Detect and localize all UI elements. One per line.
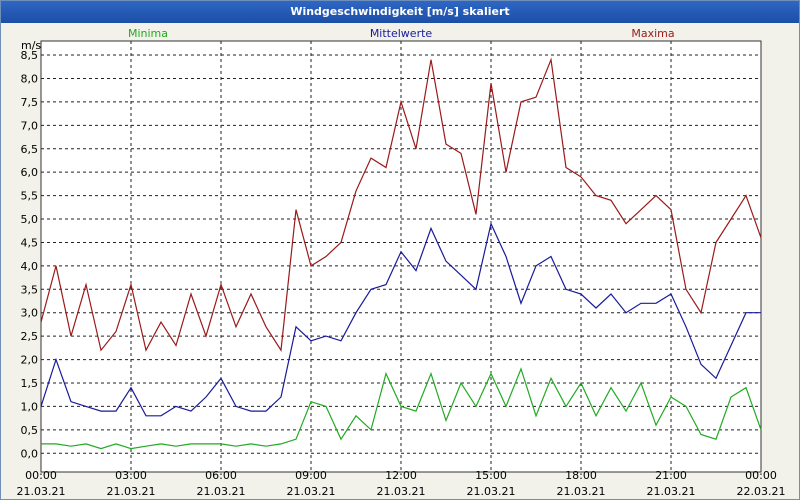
legend: Minima Mittelwerte Maxima bbox=[128, 27, 675, 40]
y-axis-label: m/s bbox=[21, 39, 41, 52]
grid bbox=[41, 41, 761, 472]
y-tick-label: 3,0 bbox=[21, 307, 39, 320]
y-tick-label: 2,0 bbox=[21, 354, 39, 367]
series-line-minima bbox=[41, 367, 762, 450]
legend-minima: Minima bbox=[128, 27, 168, 40]
y-tick-label: 4,0 bbox=[21, 260, 39, 273]
chart: m/s 0,0 0,5 1,0 1,5 2,0 2,5 3,0 3,5 4,0 4,5 5,0 5,5… bbox=[17, 27, 786, 498]
y-tick-label: 8,5 bbox=[21, 49, 39, 62]
y-tick-label: 2,5 bbox=[21, 330, 39, 343]
window-title: Windgeschwindigkeit [m/s] skaliert bbox=[1, 1, 799, 23]
x-axis: 00:00 21.03.21 03:00 21.03.21 06:00 21.03.21 0… bbox=[17, 469, 786, 498]
y-tick-label: 0,0 bbox=[21, 447, 39, 460]
x-tick-time: 00:00 bbox=[25, 469, 57, 482]
series-line-mittelwerte bbox=[40, 221, 761, 417]
x-tick-date: 21.03.21 bbox=[287, 485, 336, 498]
y-tick-label: 1,5 bbox=[21, 377, 39, 390]
x-tick-date: 21.03.21 bbox=[467, 485, 516, 498]
x-tick-date: 21.03.21 bbox=[107, 485, 156, 498]
y-tick-label: 1,0 bbox=[21, 400, 39, 413]
x-tick-date: 22.03.21 bbox=[737, 485, 786, 498]
x-tick-time: 00:00 bbox=[745, 469, 777, 482]
series-line-maxima bbox=[40, 57, 762, 352]
x-tick-date: 21.03.21 bbox=[17, 485, 66, 498]
y-tick-label: 5,5 bbox=[21, 190, 39, 203]
plot-area bbox=[40, 40, 762, 473]
x-tick-date: 21.03.21 bbox=[647, 485, 696, 498]
x-tick-date: 21.03.21 bbox=[557, 485, 606, 498]
y-tick-label: 7,5 bbox=[21, 96, 39, 109]
x-tick-time: 12:00 bbox=[385, 469, 417, 482]
y-tick-label: 7,0 bbox=[21, 119, 39, 132]
y-tick-label: 6,0 bbox=[21, 166, 39, 179]
y-tick-label: 5,0 bbox=[21, 213, 39, 226]
x-tick-time: 15:00 bbox=[475, 469, 507, 482]
y-tick-label: 3,5 bbox=[21, 283, 39, 296]
y-axis: m/s 0,0 0,5 1,0 1,5 2,0 2,5 3,0 3,5 4,0 4,5 5,0 5,5… bbox=[21, 39, 42, 460]
y-tick-label: 6,5 bbox=[21, 143, 39, 156]
legend-maxima: Maxima bbox=[631, 27, 674, 40]
y-tick-label: 4,5 bbox=[21, 236, 39, 249]
x-tick-date: 21.03.21 bbox=[377, 485, 426, 498]
x-tick-time: 09:00 bbox=[295, 469, 327, 482]
x-tick-time: 18:00 bbox=[565, 469, 597, 482]
y-tick-label: 8,0 bbox=[21, 72, 39, 85]
x-tick-date: 21.03.21 bbox=[197, 485, 246, 498]
x-tick-time: 03:00 bbox=[115, 469, 147, 482]
legend-mittelwerte: Mittelwerte bbox=[370, 27, 433, 40]
y-tick-label: 0,5 bbox=[21, 424, 39, 437]
x-tick-time: 21:00 bbox=[655, 469, 687, 482]
x-tick-time: 06:00 bbox=[205, 469, 237, 482]
series-group bbox=[40, 57, 762, 450]
